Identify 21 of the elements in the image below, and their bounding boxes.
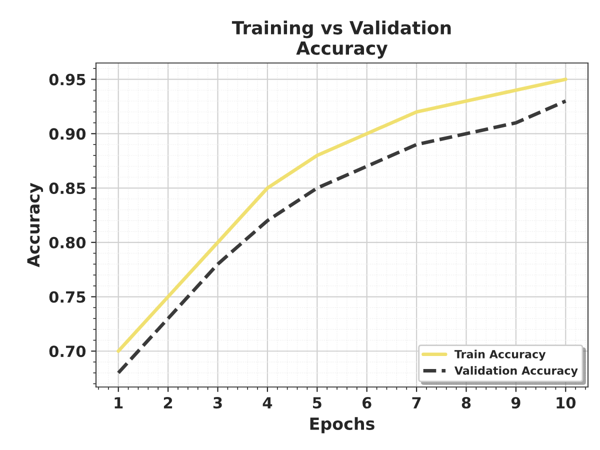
y-tick-label: 0.80 <box>49 236 86 248</box>
x-tick-label: 10 <box>556 396 576 409</box>
x-tick-label: 4 <box>262 397 272 408</box>
legend-label: Validation Accuracy <box>454 366 578 377</box>
x-tick-label: 7 <box>412 397 421 408</box>
x-tick-label: 1 <box>114 397 123 408</box>
y-tick-label: 0.70 <box>49 346 86 358</box>
y-axis-title: Accuracy <box>27 182 44 268</box>
x-tick-label: 3 <box>213 396 222 409</box>
x-tick-label: 5 <box>313 397 322 409</box>
x-axis-title: Epochs <box>310 417 374 434</box>
y-tick-label: 0.90 <box>49 128 86 140</box>
y-tick-label: 0.85 <box>49 182 86 194</box>
y-tick-label: 0.75 <box>49 291 86 303</box>
legend-label: Train Accuracy <box>454 350 546 361</box>
y-tick-label: 0.95 <box>49 74 86 86</box>
chart-title: Training vs Validation Accuracy <box>232 20 451 59</box>
x-tick-label: 6 <box>362 397 372 409</box>
x-tick-label: 8 <box>462 396 471 409</box>
x-tick-label: 2 <box>164 396 172 408</box>
x-tick-label: 9 <box>511 397 520 409</box>
